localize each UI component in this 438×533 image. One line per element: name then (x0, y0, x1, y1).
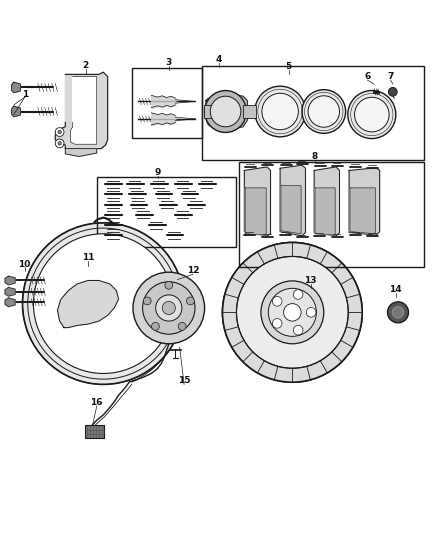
Polygon shape (281, 185, 301, 234)
Polygon shape (280, 165, 305, 236)
Text: 5: 5 (286, 62, 292, 71)
Circle shape (268, 288, 316, 336)
Polygon shape (206, 94, 247, 130)
Text: 6: 6 (364, 72, 371, 81)
Polygon shape (57, 280, 119, 328)
Circle shape (284, 304, 301, 321)
Text: 15: 15 (178, 376, 191, 385)
Circle shape (388, 302, 409, 323)
Bar (201, 66, 424, 159)
Bar (97, 177, 237, 247)
Text: 3: 3 (166, 58, 172, 67)
Polygon shape (314, 167, 339, 236)
Text: 9: 9 (155, 168, 161, 177)
Circle shape (55, 139, 64, 148)
Circle shape (348, 91, 396, 139)
Polygon shape (5, 276, 15, 285)
Text: 16: 16 (91, 398, 103, 407)
Polygon shape (5, 298, 15, 306)
Polygon shape (12, 106, 20, 117)
Circle shape (223, 243, 362, 382)
Bar (243, 105, 256, 118)
Polygon shape (349, 168, 380, 235)
Circle shape (143, 282, 195, 334)
Circle shape (308, 96, 339, 127)
Circle shape (354, 97, 389, 132)
Circle shape (162, 302, 175, 314)
Polygon shape (244, 167, 271, 236)
Circle shape (58, 130, 61, 134)
Circle shape (306, 308, 316, 317)
Circle shape (272, 319, 282, 328)
Circle shape (133, 272, 205, 344)
Bar (132, 68, 201, 138)
Circle shape (293, 326, 303, 335)
Text: 10: 10 (18, 260, 31, 269)
Bar (239, 161, 424, 266)
Circle shape (389, 87, 397, 96)
Polygon shape (65, 149, 97, 157)
Circle shape (155, 295, 182, 321)
Circle shape (55, 128, 64, 136)
Text: 7: 7 (387, 72, 394, 81)
Text: 1: 1 (21, 90, 28, 99)
Text: 2: 2 (83, 61, 89, 70)
Polygon shape (71, 77, 97, 144)
Circle shape (143, 297, 151, 305)
Text: 4: 4 (216, 55, 222, 64)
Circle shape (293, 290, 303, 300)
Circle shape (58, 142, 61, 145)
Polygon shape (245, 188, 266, 235)
Circle shape (210, 96, 241, 127)
Circle shape (272, 296, 282, 306)
Circle shape (187, 297, 194, 305)
Polygon shape (350, 188, 375, 234)
Circle shape (262, 93, 298, 130)
Circle shape (205, 91, 247, 133)
Bar (85, 425, 104, 438)
Text: 12: 12 (187, 266, 199, 276)
Text: 14: 14 (389, 285, 402, 294)
Circle shape (165, 281, 173, 289)
Circle shape (237, 256, 348, 368)
Circle shape (152, 322, 159, 330)
Polygon shape (5, 287, 15, 296)
Polygon shape (315, 188, 335, 235)
Circle shape (392, 306, 404, 318)
Circle shape (178, 322, 186, 330)
Bar (204, 105, 217, 118)
Circle shape (22, 223, 184, 384)
Text: 11: 11 (82, 253, 94, 262)
Text: 13: 13 (304, 276, 317, 285)
Circle shape (33, 234, 173, 374)
Circle shape (223, 243, 362, 382)
Text: 8: 8 (312, 151, 318, 160)
Circle shape (255, 86, 305, 137)
Polygon shape (55, 72, 108, 149)
Polygon shape (12, 82, 20, 93)
Circle shape (302, 90, 346, 133)
Circle shape (261, 281, 324, 344)
